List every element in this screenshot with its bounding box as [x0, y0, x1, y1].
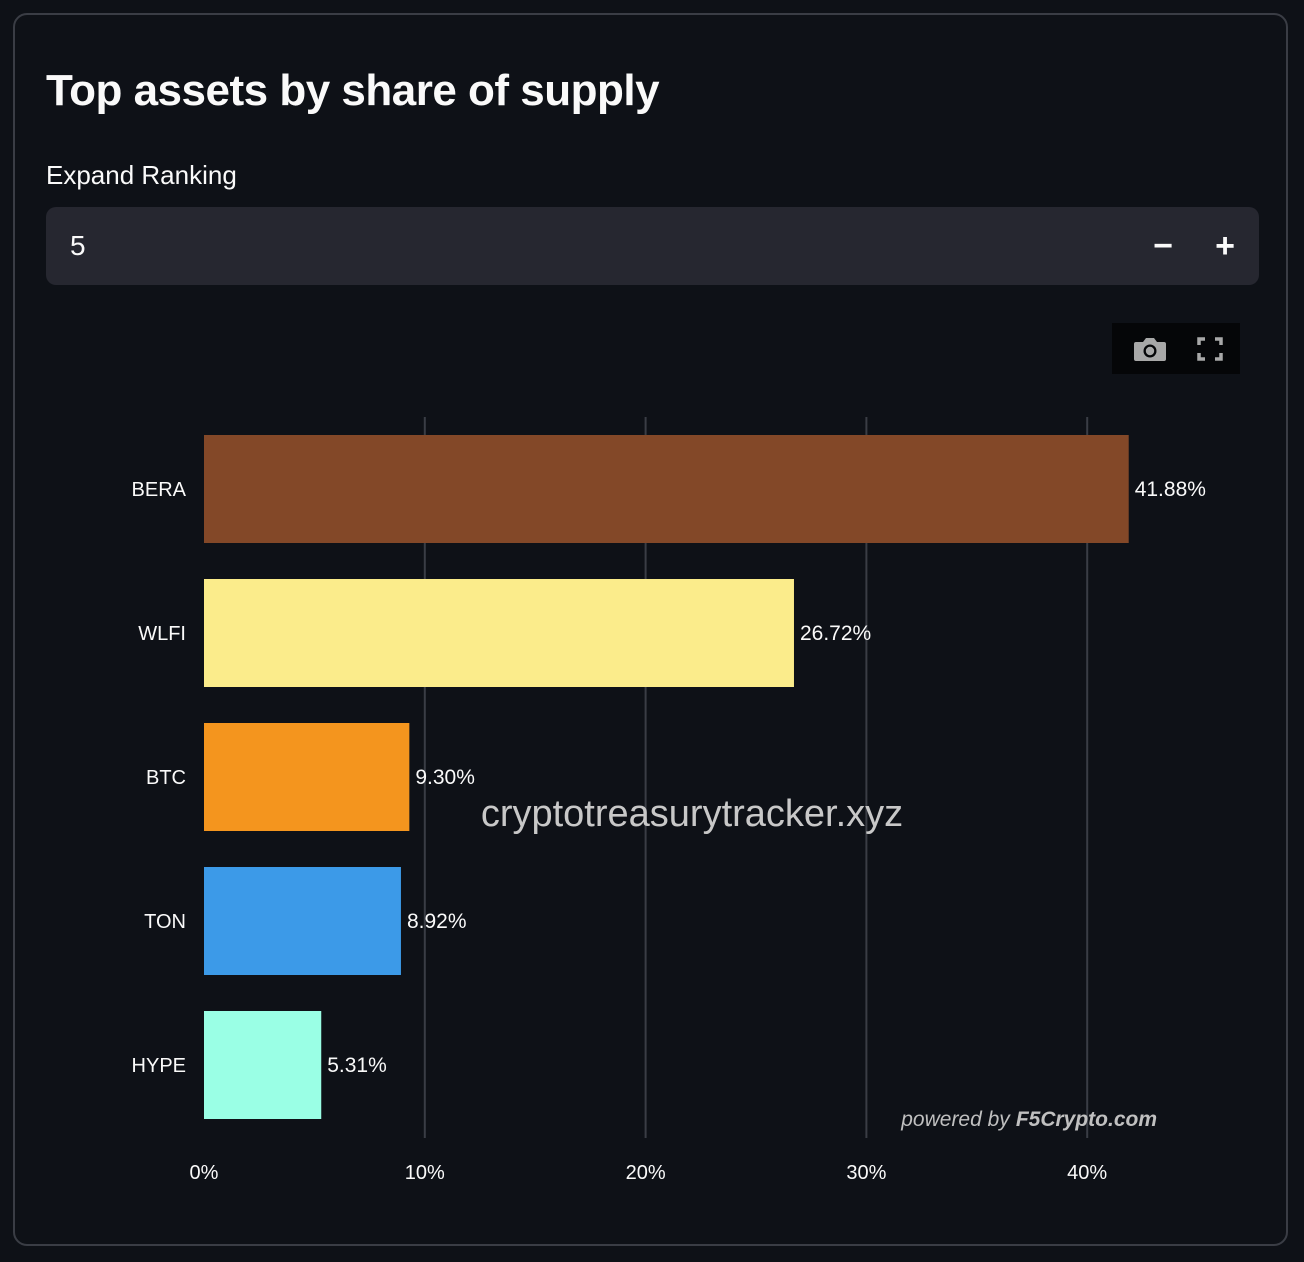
chart-modebar — [1112, 323, 1240, 374]
bar-ton[interactable] — [204, 867, 401, 975]
bar-bera[interactable] — [204, 435, 1129, 543]
value-label: 8.92% — [407, 910, 467, 933]
x-tick-label: 10% — [405, 1162, 445, 1184]
expand-ranking-label: Expand Ranking — [46, 160, 237, 190]
bar-wlfi[interactable] — [204, 579, 794, 687]
bar-btc[interactable] — [204, 723, 410, 831]
value-label: 41.88% — [1135, 478, 1206, 501]
x-tick-label: 40% — [1067, 1162, 1107, 1184]
value-label: 26.72% — [800, 622, 871, 645]
credit-brand: F5Crypto.com — [1016, 1108, 1157, 1131]
x-tick-label: 20% — [626, 1162, 666, 1184]
fullscreen-icon[interactable] — [1190, 331, 1230, 367]
category-labels: BERA WLFI BTC TON HYPE — [132, 479, 187, 1077]
bars — [204, 435, 1129, 1119]
value-label: 5.31% — [327, 1054, 387, 1077]
camera-icon[interactable] — [1130, 331, 1170, 367]
value-label: 9.30% — [415, 766, 475, 789]
credit-prefix: powered by — [900, 1108, 1011, 1131]
powered-by-credit: powered by F5Crypto.com — [900, 1108, 1157, 1131]
x-tick-label: 0% — [190, 1162, 219, 1184]
category-label: WLFI — [138, 623, 186, 645]
x-tick-labels: 0% 10% 20% 30% 40% — [190, 1162, 1108, 1184]
category-label: TON — [144, 911, 186, 933]
x-tick-label: 30% — [846, 1162, 886, 1184]
decrement-button[interactable]: − — [1153, 227, 1173, 265]
watermark-text: cryptotreasurytracker.xyz — [481, 793, 903, 835]
page-title: Top assets by share of supply — [46, 66, 660, 115]
ranking-number-input[interactable]: 5 − + — [46, 207, 1259, 285]
value-labels: 41.88% 26.72% 9.30% 8.92% 5.31% — [327, 478, 1206, 1077]
category-label: BTC — [146, 767, 186, 789]
bar-hype[interactable] — [204, 1011, 322, 1119]
ranking-value[interactable]: 5 — [70, 230, 86, 261]
category-label: BERA — [132, 479, 187, 501]
increment-button[interactable]: + — [1215, 227, 1235, 265]
category-label: HYPE — [132, 1055, 186, 1077]
